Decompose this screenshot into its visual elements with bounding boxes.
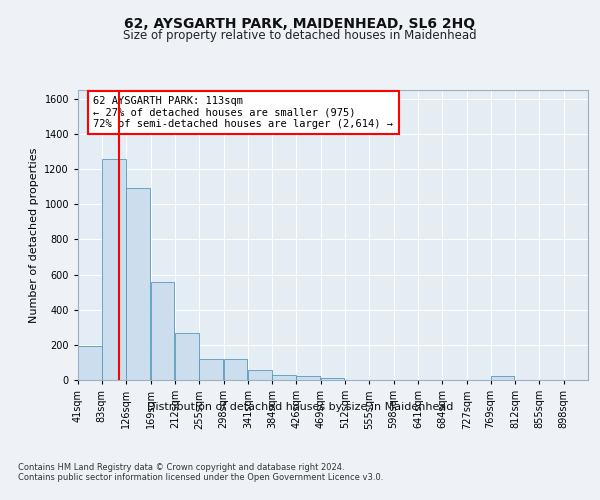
Text: 62 AYSGARTH PARK: 113sqm
← 27% of detached houses are smaller (975)
72% of semi-: 62 AYSGARTH PARK: 113sqm ← 27% of detach… (94, 96, 394, 129)
Text: 62, AYSGARTH PARK, MAIDENHEAD, SL6 2HQ: 62, AYSGARTH PARK, MAIDENHEAD, SL6 2HQ (124, 18, 476, 32)
Bar (102, 158, 125, 380)
Bar (224, 359, 247, 380)
Text: Contains public sector information licensed under the Open Government Licence v3: Contains public sector information licen… (18, 472, 383, 482)
Text: Contains HM Land Registry data © Crown copyright and database right 2024.: Contains HM Land Registry data © Crown c… (18, 462, 344, 471)
Bar (175, 334, 199, 380)
Y-axis label: Number of detached properties: Number of detached properties (29, 148, 39, 322)
Bar (199, 359, 223, 380)
Bar (126, 188, 150, 380)
Bar (491, 376, 514, 380)
Bar (78, 346, 102, 380)
Text: Size of property relative to detached houses in Maidenhead: Size of property relative to detached ho… (123, 29, 477, 42)
Bar (320, 378, 344, 380)
Bar (248, 370, 272, 380)
Bar (296, 376, 320, 380)
Bar (151, 282, 175, 380)
Bar (272, 375, 296, 380)
Text: Distribution of detached houses by size in Maidenhead: Distribution of detached houses by size … (147, 402, 453, 412)
